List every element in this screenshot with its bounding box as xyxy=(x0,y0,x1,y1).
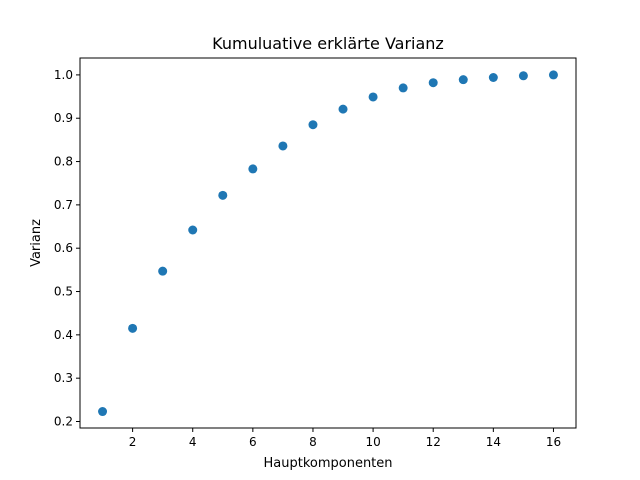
data-point xyxy=(278,141,288,151)
data-point xyxy=(248,164,258,174)
y-tick-label: 0.8 xyxy=(54,155,73,169)
data-point xyxy=(398,83,408,93)
y-tick-label: 0.4 xyxy=(54,328,73,342)
data-point xyxy=(98,407,108,417)
x-tick-label: 4 xyxy=(189,435,197,449)
x-tick-label: 8 xyxy=(309,435,317,449)
y-tick-label: 1.0 xyxy=(54,68,73,82)
chart-title: Kumuluative erklärte Varianz xyxy=(212,34,444,53)
data-point xyxy=(368,92,378,102)
data-points xyxy=(98,70,558,417)
y-tick-label: 0.3 xyxy=(54,371,73,385)
y-axis-label: Varianz xyxy=(29,219,44,267)
x-tick-label: 10 xyxy=(365,435,380,449)
data-point xyxy=(458,75,468,85)
y-tick-label: 0.7 xyxy=(54,198,73,212)
data-point xyxy=(128,323,138,333)
y-tick-label: 0.6 xyxy=(54,241,73,255)
x-tick-label: 16 xyxy=(546,435,561,449)
plot-frame xyxy=(79,57,577,429)
x-tick-label: 2 xyxy=(129,435,137,449)
data-point xyxy=(188,225,198,235)
x-tick-label: 12 xyxy=(426,435,441,449)
x-axis-label: Hauptkomponenten xyxy=(263,456,392,471)
data-point xyxy=(218,190,228,200)
y-tick-label: 0.9 xyxy=(54,111,73,125)
x-tick-label: 14 xyxy=(486,435,501,449)
data-point xyxy=(158,266,168,276)
data-point xyxy=(548,70,558,80)
y-tick-label: 0.2 xyxy=(54,415,73,429)
data-point xyxy=(308,120,318,130)
data-point xyxy=(488,72,498,82)
y-tick-label: 0.5 xyxy=(54,285,73,299)
x-axis-ticks: 2 4 6 8 10 12 14 16 xyxy=(129,428,561,449)
data-point xyxy=(338,104,348,114)
x-tick-label: 6 xyxy=(249,435,257,449)
data-point xyxy=(428,78,438,88)
y-axis-ticks: 0.2 0.3 0.4 0.5 0.6 0.7 0.8 0.9 1.0 xyxy=(54,68,80,429)
data-point xyxy=(518,71,528,81)
